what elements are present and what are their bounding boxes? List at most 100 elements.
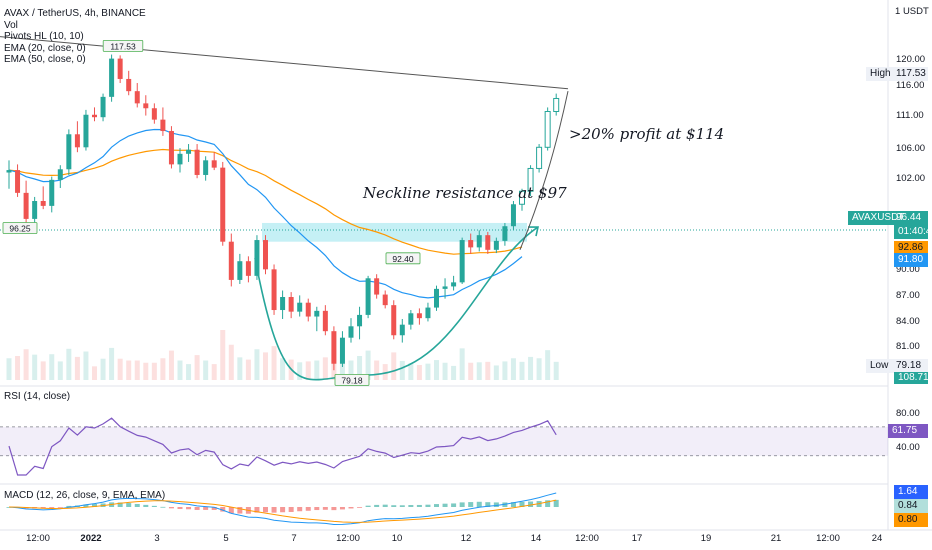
candle bbox=[134, 83, 140, 108]
candle bbox=[434, 285, 439, 311]
macd-histogram-bar bbox=[177, 507, 183, 510]
volume-bar bbox=[271, 346, 277, 380]
indicator-ema50[interactable]: EMA (50, close, 0) bbox=[4, 54, 86, 65]
price-tick: 102.00 bbox=[896, 173, 926, 184]
macd-histogram-bar bbox=[288, 507, 294, 512]
candle bbox=[493, 237, 499, 254]
macd-signal-label: 0.80 bbox=[894, 513, 928, 527]
indicator-ema20[interactable]: EMA (20, close, 0) bbox=[4, 42, 86, 54]
indicator-pivots[interactable]: Pivots HL (10, 10) bbox=[4, 31, 84, 42]
indicator-volume[interactable]: Vol bbox=[4, 19, 18, 31]
candle bbox=[254, 235, 260, 280]
volume-bar bbox=[485, 361, 491, 380]
candle bbox=[425, 302, 431, 322]
price-tick: 120.00 bbox=[896, 54, 926, 65]
macd-line bbox=[8, 492, 557, 526]
time-tick: 19 bbox=[700, 533, 712, 544]
volume-bar bbox=[416, 365, 422, 380]
candle bbox=[15, 164, 21, 197]
volume-bar bbox=[519, 361, 525, 380]
time-tick: 7 bbox=[291, 533, 297, 544]
symbol-title[interactable]: AVAX / TetherUS, 4h, BINANCE bbox=[4, 8, 146, 19]
macd-histogram-bar bbox=[271, 507, 277, 513]
macd-histogram-bar bbox=[66, 505, 72, 507]
pivot-markers: 117.53 96.25 92.40 79.18 bbox=[2, 39, 421, 386]
volume-bar bbox=[177, 360, 183, 380]
rsi-tick: 80.00 bbox=[896, 408, 920, 419]
volume-bar bbox=[49, 354, 55, 380]
volume-bar bbox=[126, 360, 132, 380]
candle bbox=[485, 231, 491, 254]
macd-histogram-bar bbox=[399, 505, 405, 507]
volume-bars bbox=[6, 330, 559, 380]
macd-histogram-bar bbox=[331, 507, 337, 511]
pivot-label: 117.53 bbox=[102, 39, 144, 52]
volume-bar bbox=[263, 352, 268, 380]
volume-bar bbox=[254, 349, 260, 380]
volume-label: 108.713K bbox=[894, 372, 928, 384]
volume-bar bbox=[459, 348, 465, 380]
volume-bar bbox=[374, 360, 380, 380]
volume-bar bbox=[322, 357, 328, 380]
volume-bar bbox=[468, 362, 474, 380]
candle bbox=[186, 144, 192, 162]
projection-line bbox=[519, 91, 569, 251]
macd-histogram-bar bbox=[126, 503, 132, 507]
candle bbox=[442, 278, 448, 299]
neckline-resistance-zone bbox=[262, 222, 527, 242]
candle bbox=[357, 306, 363, 340]
volume-bar bbox=[160, 358, 166, 380]
volume-bar bbox=[83, 351, 89, 380]
last-price-label: AVAXUSDT 96.44 bbox=[848, 211, 928, 225]
volume-bar bbox=[109, 347, 115, 380]
price-tick: 106.00 bbox=[896, 143, 926, 154]
ema-50-line bbox=[8, 148, 523, 255]
macd-histogram-bar bbox=[134, 503, 140, 507]
candle bbox=[399, 318, 405, 343]
svg-text:92.40: 92.40 bbox=[392, 254, 414, 264]
macd-histogram-bar bbox=[49, 507, 55, 508]
macd-histogram-bar bbox=[528, 501, 534, 507]
price-tick: 90.00 bbox=[896, 264, 920, 275]
volume-bar bbox=[425, 363, 431, 380]
volume-bar bbox=[382, 364, 388, 380]
currency-label[interactable]: 1 USDT bbox=[895, 6, 929, 17]
macd-histogram-bar bbox=[416, 504, 422, 507]
candle bbox=[245, 256, 251, 283]
candle bbox=[314, 306, 320, 332]
time-tick: 12:00 bbox=[575, 533, 599, 544]
volume-bar bbox=[32, 354, 38, 380]
macd-histogram-bar bbox=[339, 507, 345, 510]
rsi-value-label: 61.75 bbox=[888, 424, 928, 438]
macd-histogram-bar bbox=[228, 507, 234, 514]
volume-bar bbox=[134, 360, 140, 380]
price-tick: 116.00 bbox=[896, 80, 925, 91]
macd-histogram-bar bbox=[83, 504, 89, 507]
macd-histogram-bar bbox=[254, 507, 260, 513]
volume-bar bbox=[391, 352, 397, 380]
candle bbox=[228, 233, 234, 287]
candle bbox=[451, 275, 457, 291]
candle bbox=[100, 93, 106, 122]
candle bbox=[6, 160, 12, 189]
candle bbox=[177, 148, 183, 173]
time-tick: 12:00 bbox=[336, 533, 360, 544]
volume-bar bbox=[237, 357, 243, 380]
macd-histogram-bar bbox=[493, 502, 499, 507]
price-tick: 81.00 bbox=[896, 341, 920, 352]
macd-histogram-bar bbox=[314, 507, 320, 511]
volume-bar bbox=[305, 361, 311, 380]
candle bbox=[203, 156, 209, 181]
rsi-pane-label[interactable]: RSI (14, close) bbox=[4, 391, 71, 402]
candle bbox=[168, 126, 174, 169]
candle bbox=[459, 237, 465, 284]
volume-bar bbox=[57, 361, 63, 380]
macd-pane-label[interactable]: MACD (12, 26, close, 9, EMA, EMA) bbox=[4, 490, 166, 501]
macd-histogram-bar bbox=[434, 504, 439, 507]
macd-histogram-bar bbox=[357, 507, 363, 508]
macd-histogram-bar bbox=[365, 505, 371, 507]
ema20-price-label: 91.80 bbox=[894, 253, 928, 267]
svg-text:79.18: 79.18 bbox=[341, 375, 363, 385]
candle bbox=[519, 188, 525, 211]
